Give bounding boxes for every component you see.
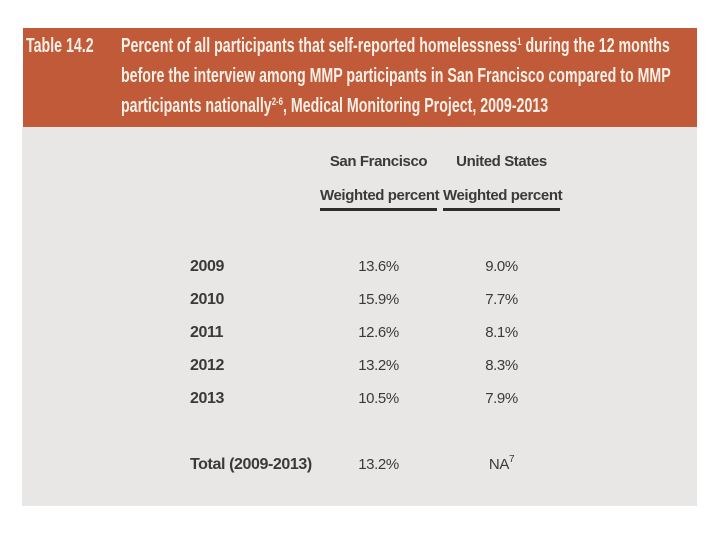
table-body: 2009 13.6% 9.0% 2010 15.9% 7.7% 2011 12.… — [22, 250, 697, 415]
footnote-marker-7: 7 — [508, 454, 515, 465]
data-table-panel: San Francisco Weighted percent United St… — [22, 127, 697, 506]
column-group-label: San Francisco — [329, 153, 428, 170]
row-year-label: 2011 — [190, 323, 224, 341]
table-title-banner: Table 14.2 Percent of all participants t… — [23, 28, 697, 127]
column-header-san-francisco: San Francisco Weighted percent — [320, 153, 440, 211]
column-measure-label: Weighted percent — [320, 187, 440, 204]
table-row: 2011 12.6% 8.1% — [22, 316, 697, 349]
footnote-marker-2-6: 2-6 — [271, 96, 284, 108]
column-underline — [320, 208, 437, 211]
total-us-value: NA7 — [443, 454, 560, 474]
table-number: Table 14.2 — [26, 31, 121, 127]
table-title-line3: participants nationally2-6, Medical Moni… — [121, 91, 671, 121]
row-year-label: 2012 — [190, 356, 224, 374]
title-line3-text: participants nationally — [121, 95, 272, 117]
us-value: 7.7% — [485, 291, 518, 308]
us-value: 8.1% — [485, 324, 518, 341]
title-line1-text: Percent of all participants that self-re… — [121, 35, 518, 57]
title-line1-rest: during the 12 months — [521, 35, 671, 57]
sf-value: 13.2% — [358, 357, 399, 374]
us-value: 7.9% — [485, 390, 518, 407]
na-text: NA — [488, 456, 509, 473]
title-line3-rest: , Medical Monitoring Project, 2009-2013 — [283, 95, 549, 117]
total-sf-value: 13.2% — [358, 456, 399, 473]
total-label: Total (2009-2013) — [190, 455, 312, 473]
column-header-united-states: United States Weighted percent — [443, 153, 563, 211]
row-year-label: 2010 — [190, 290, 224, 308]
sf-value: 12.6% — [358, 324, 399, 341]
table-row: 2009 13.6% 9.0% — [22, 250, 697, 283]
table-title: Percent of all participants that self-re… — [121, 31, 697, 127]
sf-value: 13.6% — [358, 258, 399, 275]
footnote-marker-1: 1 — [517, 36, 522, 48]
column-measure-label: Weighted percent — [443, 187, 563, 204]
sf-value: 15.9% — [358, 291, 399, 308]
column-underline — [443, 208, 560, 211]
row-year-label: 2013 — [190, 389, 224, 407]
table-row: 2010 15.9% 7.7% — [22, 283, 697, 316]
table-row: 2012 13.2% 8.3% — [22, 349, 697, 382]
table-title-line2: before the interview among MMP participa… — [121, 65, 671, 87]
table-title-line1: Percent of all participants that self-re… — [121, 31, 671, 61]
us-value: 8.3% — [485, 357, 518, 374]
sf-value: 10.5% — [358, 390, 399, 407]
table-row: 2013 10.5% 7.9% — [22, 382, 697, 415]
row-year-label: 2009 — [190, 257, 224, 275]
table-number-text: Table 14.2 — [26, 35, 94, 57]
table-total-row: Total (2009-2013) 13.2% NA7 — [22, 448, 697, 481]
us-value: 9.0% — [485, 258, 518, 275]
column-group-label: United States — [456, 153, 547, 170]
